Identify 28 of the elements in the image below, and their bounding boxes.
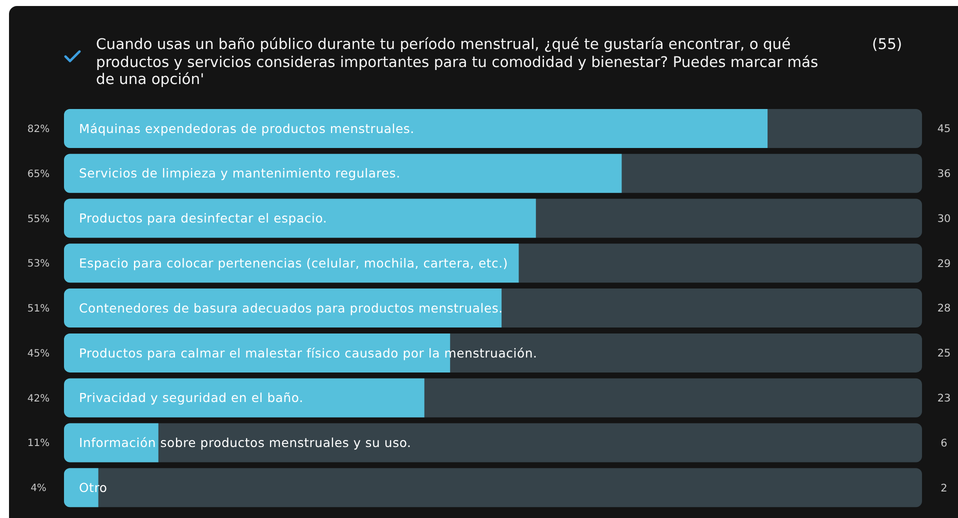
chart-title: Cuando usas un baño público durante tu período menstrual, ¿qué te gustaría encontrar, o qué productos y servicios consideras importantes para tu comodidad y bienestar? Puedes marcar más de una opción' — [96, 36, 820, 88]
text: (55) — [872, 36, 902, 54]
data-label: 51% — [27, 304, 50, 315]
data-label: 4% — [30, 483, 46, 494]
data-label: 45% — [27, 348, 50, 360]
text: 25 — [937, 348, 951, 360]
text: 30 — [937, 212, 951, 225]
text: 6 — [940, 437, 948, 450]
data-label: 82% — [27, 124, 50, 135]
text: 2 — [940, 482, 948, 494]
data-label: 53% — [27, 258, 50, 270]
data-label: 55% — [27, 214, 50, 225]
y-tick-label: Privacidad y seguridad en el baño. — [79, 390, 304, 406]
text: 23 — [937, 392, 951, 405]
bar — [64, 423, 158, 462]
data-label: 65% — [27, 168, 50, 180]
y-tick-label: Máquinas expendedoras de productos menstruales. — [79, 120, 414, 136]
y-tick-label: Servicios de limpieza y mantenimiento regulares. — [79, 166, 400, 181]
data-label: 11% — [27, 438, 50, 450]
y-tick-label: Productos para desinfectar el espacio. — [79, 210, 328, 226]
y-tick-label: Espacio para colocar pertenencias (celular, mochila, cartera, etc.) — [79, 256, 508, 271]
text: 28 — [937, 302, 951, 315]
data-label: 42% — [27, 393, 50, 404]
y-tick-label: Información sobre productos menstruales y su uso. — [79, 435, 412, 450]
y-tick-label: Contenedores de basura adecuados para productos menstruales. — [79, 300, 503, 316]
text: 29 — [937, 258, 951, 270]
text: 45 — [937, 123, 951, 136]
text: 36 — [937, 168, 951, 180]
